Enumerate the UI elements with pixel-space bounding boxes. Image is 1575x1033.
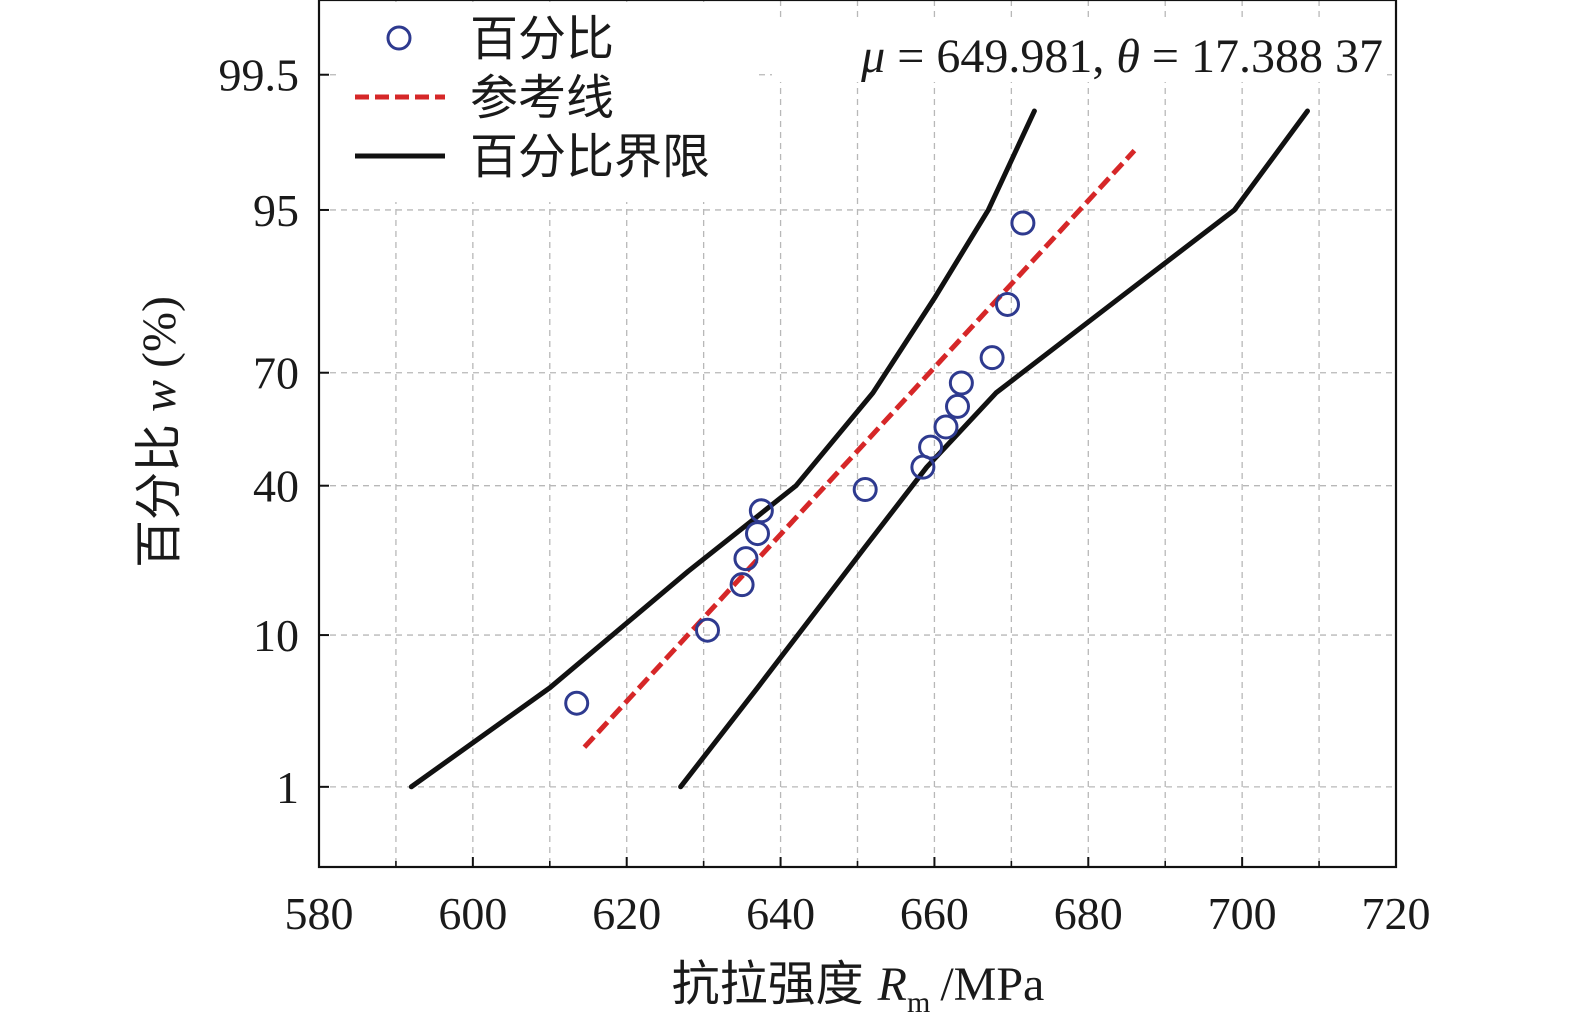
data-point bbox=[945, 393, 971, 419]
legend-label-reference: 参考线 bbox=[470, 72, 614, 125]
y-tick-label: 40 bbox=[253, 461, 299, 512]
legend-label-bounds: 百分比界限 bbox=[470, 131, 710, 184]
data-point bbox=[918, 434, 944, 460]
data-point bbox=[979, 345, 1005, 371]
data-point bbox=[694, 617, 720, 643]
y-tick-label: 70 bbox=[253, 348, 299, 399]
legend-label-points: 百分比 bbox=[470, 13, 614, 66]
y-tick-label: 10 bbox=[253, 610, 299, 661]
data-point bbox=[933, 414, 959, 440]
x-tick-label: 640 bbox=[746, 888, 815, 939]
data-point bbox=[1010, 210, 1036, 236]
data-point bbox=[948, 370, 974, 396]
x-axis-ticks: 580 600 620 640 660 680 700 720 bbox=[285, 857, 1431, 939]
data-point bbox=[564, 690, 590, 716]
data-point bbox=[744, 521, 770, 547]
data-point bbox=[729, 572, 755, 598]
data-point bbox=[852, 476, 878, 502]
reference-line-path bbox=[582, 148, 1137, 749]
x-tick-label: 720 bbox=[1362, 888, 1431, 939]
x-tick-label: 660 bbox=[900, 888, 969, 939]
x-tick-label: 680 bbox=[1054, 888, 1123, 939]
percentile-bound-line-lower bbox=[678, 108, 1310, 790]
data-points bbox=[564, 210, 1036, 716]
x-tick-label: 580 bbox=[285, 888, 354, 939]
legend: 百分比 参考线 百分比界限 bbox=[336, 2, 756, 202]
x-axis-label: 抗拉强度 Rm/MPa bbox=[672, 958, 1045, 1019]
legend-background bbox=[336, 2, 756, 202]
x-tick-label: 700 bbox=[1208, 888, 1277, 939]
parameter-annotation: μ = 649.981, θ = 17.388 37 bbox=[860, 30, 1383, 83]
data-point bbox=[748, 498, 774, 524]
legend-marker-points bbox=[386, 25, 412, 51]
data-point bbox=[995, 291, 1021, 317]
x-tick-label: 620 bbox=[592, 888, 661, 939]
x-tick-label: 600 bbox=[438, 888, 507, 939]
y-tick-label: 99.5 bbox=[219, 50, 300, 101]
data-point bbox=[733, 546, 759, 572]
reference-line bbox=[582, 148, 1137, 749]
percentile-bounds bbox=[408, 108, 1310, 790]
y-tick-label: 95 bbox=[253, 185, 299, 236]
percentile-bound-line-upper bbox=[408, 108, 1037, 790]
annotation-background bbox=[772, 20, 1387, 82]
y-tick-label: 1 bbox=[276, 762, 299, 813]
y-axis-label: 百分比w(%) bbox=[133, 296, 186, 568]
y-axis-ticks: 1 10 40 70 95 99.5 bbox=[219, 50, 329, 813]
